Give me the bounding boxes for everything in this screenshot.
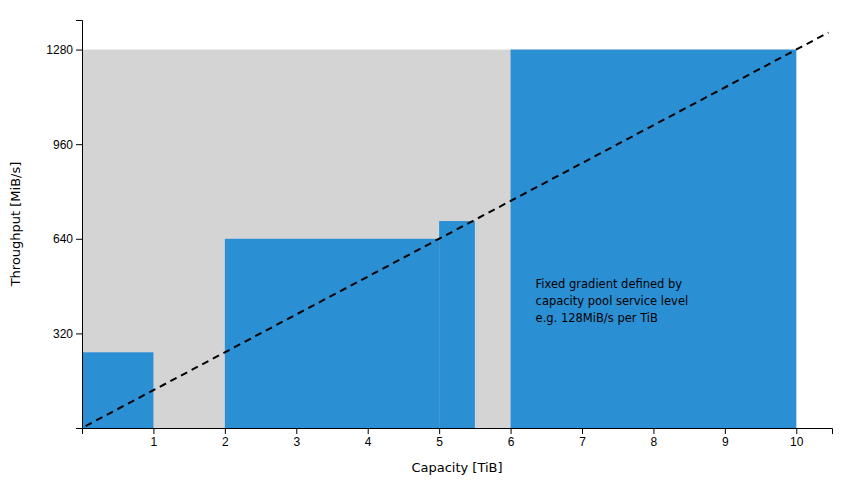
- annotation-line: capacity pool service level: [536, 294, 689, 308]
- y-axis: 320 640 960 1280: [46, 21, 82, 429]
- x-tick-mark: [153, 428, 154, 434]
- x-tick-label: 10: [790, 435, 804, 449]
- x-tick: 10: [790, 428, 804, 449]
- y-axis-line: [76, 21, 83, 429]
- bar: [511, 50, 797, 428]
- bar: [439, 221, 475, 428]
- x-axis: 1 2 3 4 5 6 7 8 9 10: [83, 428, 833, 449]
- x-tick-mark: [439, 428, 440, 434]
- x-tick: 8: [651, 428, 658, 449]
- y-tick: 960: [53, 138, 82, 152]
- x-tick-label: 5: [436, 435, 443, 449]
- x-tick-mark: [225, 428, 226, 434]
- x-axis-line: [83, 429, 833, 435]
- x-tick-label: 4: [365, 435, 372, 449]
- annotation-line: Fixed gradient defined by: [536, 277, 683, 291]
- bar: [82, 352, 153, 428]
- x-tick: 2: [222, 428, 229, 449]
- line: [86, 33, 829, 427]
- x-tick: 1: [151, 428, 158, 449]
- x-tick-mark: [368, 428, 369, 434]
- x-tick-mark: [511, 428, 512, 434]
- x-tick-label: 2: [222, 435, 229, 449]
- x-tick: 4: [365, 428, 372, 449]
- y-tick-mark: [76, 144, 82, 145]
- y-axis-title: Throughput [MiB/s]: [8, 162, 23, 288]
- x-tick-mark: [296, 428, 297, 434]
- x-tick-label: 3: [293, 435, 300, 449]
- y-tick: 640: [53, 232, 82, 246]
- x-tick-label: 9: [722, 435, 729, 449]
- bar: [225, 239, 439, 428]
- x-tick-label: 6: [508, 435, 515, 449]
- x-tick: 7: [579, 428, 586, 449]
- plot: 1 2 3 4 5 6 7 8 9 10 320 640 960 1280 Fixed gradient d…: [46, 21, 832, 449]
- marks: [82, 33, 828, 428]
- y-tick-label: 960: [53, 138, 73, 152]
- y-tick: 1280: [46, 43, 82, 57]
- x-tick: 5: [436, 428, 443, 449]
- x-tick: 9: [722, 428, 729, 449]
- annotation-line: e.g. 128MiB/s per TiB: [536, 311, 658, 325]
- x-tick: 3: [293, 428, 300, 449]
- x-tick-label: 1: [151, 435, 158, 449]
- x-tick-mark: [582, 428, 583, 434]
- y-tick-mark: [76, 239, 82, 240]
- x-tick-mark: [725, 428, 726, 434]
- x-tick: 6: [508, 428, 515, 449]
- chart: 1 2 3 4 5 6 7 8 9 10 320 640 960 1280 Fixed gradient d…: [0, 0, 857, 486]
- y-tick-label: 320: [53, 327, 73, 341]
- x-tick-label: 8: [651, 435, 658, 449]
- x-tick-mark: [796, 428, 797, 434]
- y-tick-mark: [76, 50, 82, 51]
- x-tick-mark: [653, 428, 654, 434]
- y-tick-label: 640: [53, 232, 73, 246]
- x-axis-title: Capacity [TiB]: [411, 460, 502, 475]
- y-tick-label: 1280: [46, 43, 73, 57]
- x-tick-label: 7: [579, 435, 586, 449]
- annotation: Fixed gradient defined by capacity pool s…: [536, 277, 689, 326]
- y-tick-mark: [76, 333, 82, 334]
- y-tick: 320: [53, 327, 82, 341]
